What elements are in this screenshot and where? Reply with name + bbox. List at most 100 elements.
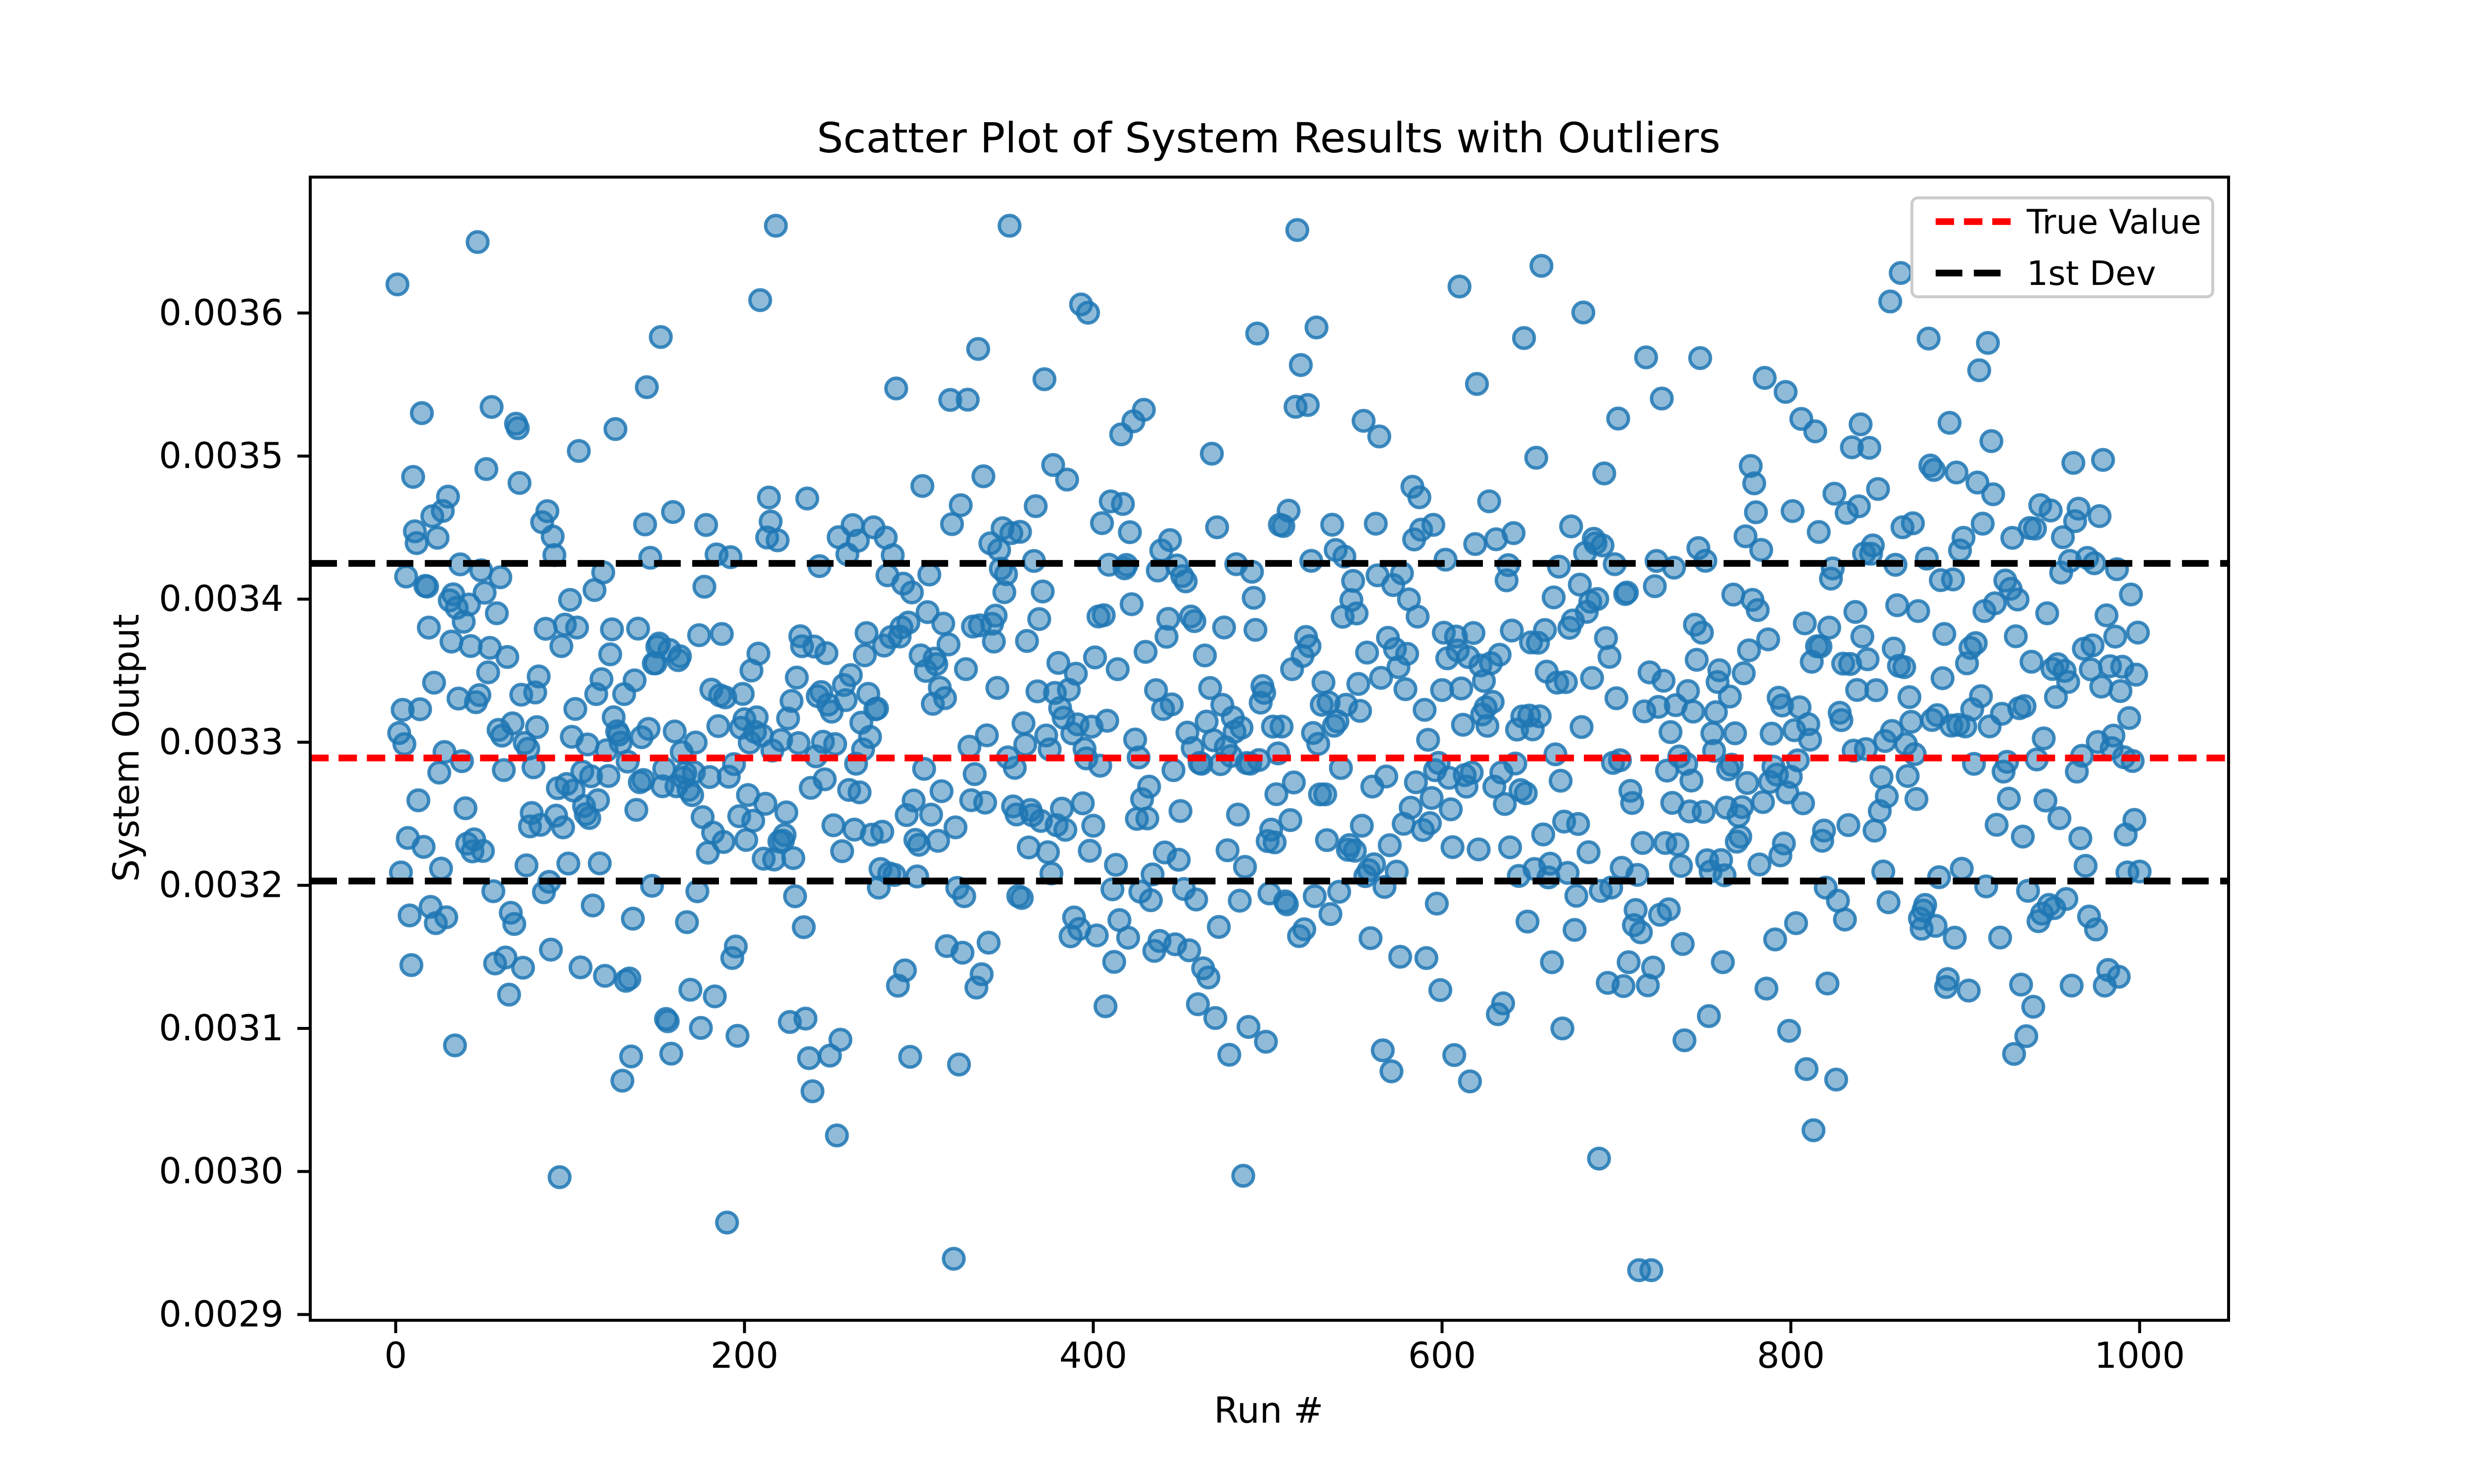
- scatter-point: [1568, 572, 1592, 597]
- scatter-point: [600, 617, 624, 642]
- scatter-point: [434, 905, 459, 929]
- scatter-point: [774, 800, 799, 825]
- scatter-point: [1487, 643, 1512, 667]
- scatter-point: [1277, 499, 1301, 523]
- scatter-point: [2002, 1042, 2026, 1066]
- scatter-point: [1981, 482, 2005, 507]
- scatter-point: [535, 499, 560, 523]
- scatter-point: [1297, 634, 1322, 658]
- scatter-point: [417, 615, 441, 640]
- scatter-point: [1161, 758, 1186, 783]
- scatter-point: [633, 512, 657, 537]
- scatter-point: [924, 652, 949, 676]
- scatter-point: [1009, 886, 1034, 910]
- scatter-point: [926, 829, 951, 853]
- scatter-point: [1707, 658, 1732, 683]
- scatter-point: [1943, 926, 1967, 950]
- scatter-point: [457, 592, 481, 617]
- scatter-point: [2119, 582, 2143, 606]
- scatter-point: [1854, 737, 1878, 761]
- scatter-point: [1262, 830, 1287, 855]
- scatter-point: [1229, 715, 1254, 740]
- scatter-point: [598, 642, 622, 666]
- x-tick-label: 800: [1757, 1335, 1825, 1376]
- scatter-point: [898, 1045, 922, 1069]
- scatter-point: [1691, 799, 1716, 824]
- scatter-point: [2044, 685, 2068, 709]
- scatter-point: [593, 964, 617, 988]
- scatter-point: [896, 610, 921, 635]
- scatter-point: [1731, 661, 1756, 686]
- scatter-point: [1597, 645, 1621, 669]
- scatter-point: [746, 642, 770, 666]
- scatter-point: [1849, 412, 1873, 437]
- scatter-point: [1721, 582, 1746, 607]
- scatter-point: [1869, 765, 1894, 789]
- scatter-point: [476, 660, 500, 685]
- scatter-point: [1541, 585, 1566, 609]
- scatter-point: [2019, 649, 2044, 674]
- scatter-point: [1217, 1043, 1241, 1067]
- scatter-point: [1421, 512, 1445, 537]
- scatter-point: [467, 683, 492, 707]
- scatter-point: [680, 783, 705, 807]
- legend-label: True Value: [2026, 203, 2201, 242]
- scatter-point: [1956, 978, 1981, 1003]
- scatter-point: [1414, 946, 1438, 970]
- scatter-point: [1728, 825, 1753, 849]
- scatter-point: [1571, 300, 1596, 325]
- scatter-point: [443, 1033, 467, 1058]
- scatter-point: [1697, 1004, 1721, 1028]
- scatter-point: [1407, 485, 1431, 510]
- scatter-point: [1049, 796, 1074, 821]
- scatter-point: [533, 616, 558, 641]
- scatter-point: [616, 749, 640, 774]
- scatter-point: [1669, 854, 1693, 878]
- scatter-point: [915, 600, 940, 624]
- scatter-point: [567, 439, 591, 463]
- scatter-point: [1665, 832, 1690, 857]
- scatter-point: [1969, 684, 1993, 708]
- scatter-point: [1367, 424, 1391, 449]
- scatter-point: [1355, 641, 1380, 665]
- scatter-point: [1967, 358, 1992, 382]
- scatter-point: [1922, 458, 1946, 482]
- scatter-point: [1650, 386, 1674, 411]
- scatter-point: [1606, 406, 1630, 431]
- x-tick-label: 1000: [2094, 1335, 2185, 1376]
- scatter-point: [1449, 676, 1474, 700]
- scatter-point: [697, 765, 722, 789]
- scatter-point: [514, 853, 539, 878]
- scatter-point: [902, 788, 926, 813]
- scatter-point: [649, 325, 673, 349]
- scatter-point: [870, 820, 895, 844]
- scatter-point: [884, 376, 908, 401]
- scatter-point: [1351, 409, 1376, 433]
- scatter-point: [1203, 1006, 1228, 1030]
- scatter-point: [812, 767, 837, 791]
- scatter-point: [1889, 261, 1913, 285]
- scatter-point: [1744, 500, 1768, 524]
- scatter-point: [1288, 353, 1313, 377]
- scatter-point: [1480, 690, 1505, 714]
- scatter-point: [1132, 398, 1156, 422]
- scatter-point: [1425, 891, 1449, 916]
- scatter-point: [2059, 974, 2084, 998]
- scatter-point: [1746, 598, 1770, 622]
- scatter-point: [547, 1165, 572, 1189]
- scatter-point: [624, 797, 649, 822]
- scatter-point: [1295, 393, 1320, 417]
- scatter-point: [1282, 770, 1306, 794]
- scatter-point: [1641, 955, 1665, 980]
- scatter-point: [1174, 569, 1198, 594]
- scatter-point: [1735, 771, 1760, 795]
- scatter-point: [1784, 911, 1808, 935]
- scatter-point: [1233, 855, 1257, 879]
- scatter-point: [484, 601, 509, 625]
- scatter-point: [947, 1052, 971, 1077]
- scatter-point: [1822, 481, 1847, 506]
- scatter-point: [1243, 618, 1268, 642]
- scatter-point: [1027, 607, 1051, 631]
- scatter-point: [2016, 879, 2040, 903]
- scatter-point: [1916, 326, 1941, 351]
